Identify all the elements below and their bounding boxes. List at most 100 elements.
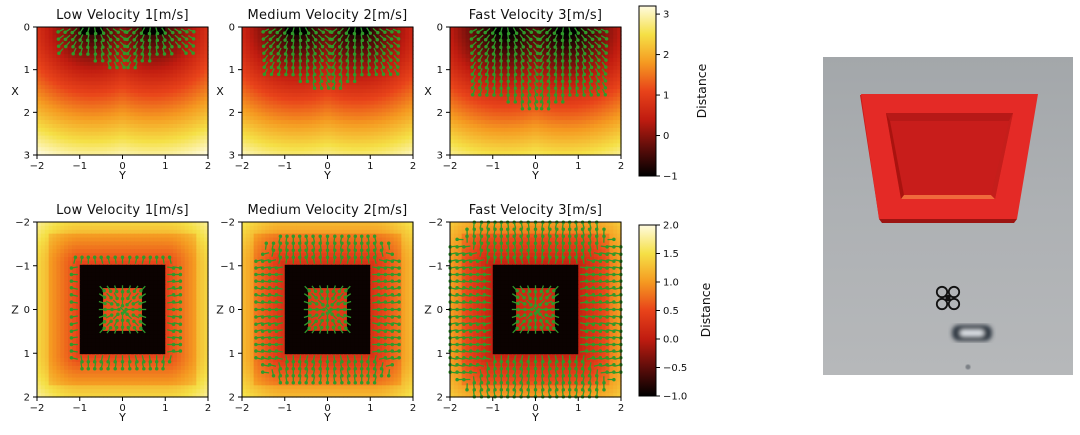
x-tick-label: 0 xyxy=(119,403,125,414)
x-axis-label: Y xyxy=(323,169,331,182)
heatmap xyxy=(37,222,209,398)
x-axis-label: Y xyxy=(323,411,331,424)
vector-field xyxy=(261,27,401,90)
x-tick-label: −1 xyxy=(72,161,87,172)
x-tick-label: 0 xyxy=(532,403,538,414)
gate-icon xyxy=(860,94,1038,223)
y-tick-label: 3 xyxy=(24,151,30,162)
colorbar-tick-label: −1.0 xyxy=(663,392,687,403)
colorbar-front: 2.0 1.5 1.0 0.5 0.0 −0.5 −1.0 Distance xyxy=(638,221,713,403)
quadrotor-icon xyxy=(935,285,961,311)
y-axis-label: X xyxy=(216,85,224,98)
x-tick-label: −2 xyxy=(30,161,45,172)
y-axis-label: X xyxy=(11,85,19,98)
vector-field xyxy=(56,27,196,70)
panel-front-v3: Fast Velocity 3[m/s] −2 −1 0 1 2 Y −2 −1 0 1 2 Z xyxy=(424,203,624,424)
colorbar-tick-label: 1 xyxy=(663,91,669,102)
x-tick-label: 1 xyxy=(162,161,168,172)
y-tick-label: 0 xyxy=(24,305,30,316)
x-tick-label: 2 xyxy=(410,403,416,414)
x-tick-label: −1 xyxy=(72,403,87,414)
y-tick-label: −2 xyxy=(428,218,443,229)
y-tick-label: −1 xyxy=(428,261,443,272)
chart-title: Low Velocity 1[m/s] xyxy=(56,8,189,23)
y-tick-label: 2 xyxy=(24,393,30,404)
y-tick-label: −2 xyxy=(15,218,30,229)
y-axis-label: Z xyxy=(11,304,19,317)
colorbar-label: Distance xyxy=(698,282,713,337)
y-tick-label: 0 xyxy=(229,305,235,316)
x-axis-label: Y xyxy=(118,411,126,424)
x-tick-label: −1 xyxy=(485,161,500,172)
drone-shadow xyxy=(952,325,992,341)
colorbar-tick-label: 1.5 xyxy=(663,249,679,260)
x-tick-label: −1 xyxy=(277,161,292,172)
colorbar-tick-label: −0.5 xyxy=(663,363,687,374)
heatmap xyxy=(242,27,414,156)
colorbar-tick-label: 0.5 xyxy=(663,306,679,317)
x-tick-label: −2 xyxy=(30,403,45,414)
y-tick-label: 0 xyxy=(437,305,443,316)
y-axis-label: X xyxy=(424,85,432,98)
y-tick-label: 2 xyxy=(24,108,30,119)
colorbar-tick-label: 1.0 xyxy=(663,278,679,289)
y-tick-label: 1 xyxy=(229,349,235,360)
x-tick-label: 0 xyxy=(324,403,330,414)
x-axis-label: Y xyxy=(531,411,539,424)
x-axis-label: Y xyxy=(118,169,126,182)
x-tick-label: −2 xyxy=(443,161,458,172)
vector-field xyxy=(448,220,623,399)
x-tick-label: 2 xyxy=(618,161,624,172)
simulation-scene xyxy=(823,57,1073,375)
x-tick-label: 2 xyxy=(410,161,416,172)
y-tick-label: 1 xyxy=(437,65,443,76)
colorbar-top: 3 2 1 0 −1 Distance xyxy=(638,5,709,183)
y-tick-label: 3 xyxy=(437,151,443,162)
x-tick-label: 2 xyxy=(205,161,211,172)
x-tick-label: 1 xyxy=(367,161,373,172)
x-tick-label: −2 xyxy=(235,161,250,172)
colorbar-label: Distance xyxy=(694,63,709,118)
y-tick-label: 0 xyxy=(24,23,30,34)
y-tick-label: 0 xyxy=(229,23,235,34)
y-tick-label: −2 xyxy=(220,218,235,229)
chart-title: Medium Velocity 2[m/s] xyxy=(247,203,407,218)
y-tick-label: 0 xyxy=(437,23,443,34)
y-tick-label: 1 xyxy=(24,65,30,76)
colorbar-tick-label: 2.0 xyxy=(663,221,679,232)
x-tick-label: −1 xyxy=(277,403,292,414)
x-axis-label: Y xyxy=(531,169,539,182)
x-tick-label: 1 xyxy=(575,161,581,172)
heatmap xyxy=(37,27,209,156)
y-tick-label: 2 xyxy=(437,393,443,404)
x-tick-label: 2 xyxy=(205,403,211,414)
colorbar-tick-label: 3 xyxy=(663,10,669,21)
y-tick-label: −1 xyxy=(15,261,30,272)
y-tick-label: 1 xyxy=(437,349,443,360)
colorbar-tick-label: 0 xyxy=(663,131,669,142)
chart-title: Fast Velocity 3[m/s] xyxy=(469,203,603,218)
chart-title: Medium Velocity 2[m/s] xyxy=(247,8,407,23)
vector-field xyxy=(469,27,609,111)
y-tick-label: 2 xyxy=(229,108,235,119)
y-tick-label: 2 xyxy=(437,108,443,119)
panel-front-v2: Medium Velocity 2[m/s] −2 −1 0 1 2 Y −2 −1 0 1 2 Z xyxy=(216,203,416,424)
y-axis-label: Z xyxy=(424,304,432,317)
colorbar-tick-label: 0.0 xyxy=(663,335,679,346)
chart-title: Fast Velocity 3[m/s] xyxy=(469,8,603,23)
x-tick-label: 1 xyxy=(162,403,168,414)
y-tick-label: 1 xyxy=(229,65,235,76)
x-tick-label: 0 xyxy=(532,161,538,172)
x-tick-label: 1 xyxy=(575,403,581,414)
y-axis-label: Z xyxy=(216,304,224,317)
vector-field xyxy=(69,255,183,371)
y-tick-label: 2 xyxy=(229,393,235,404)
vector-field xyxy=(254,234,401,385)
y-tick-label: 1 xyxy=(24,349,30,360)
colorbar-tick-label: −1 xyxy=(663,172,678,183)
x-tick-label: −2 xyxy=(443,403,458,414)
x-tick-label: 2 xyxy=(618,403,624,414)
x-tick-label: 1 xyxy=(367,403,373,414)
